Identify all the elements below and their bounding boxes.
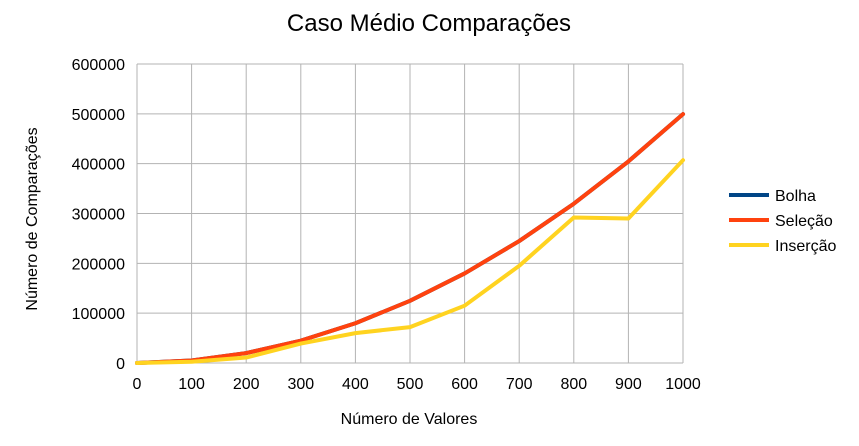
y-tick-label: 600000	[72, 57, 125, 74]
legend-label: Inserção	[775, 238, 836, 255]
chart-title: Caso Médio Comparações	[287, 10, 571, 37]
x-tick-label: 1000	[665, 376, 701, 393]
x-tick-label: 0	[133, 376, 142, 393]
legend: Bolha Seleção Inserção	[729, 188, 836, 255]
legend-item: Seleção	[729, 213, 833, 230]
y-tick-label: 200000	[72, 256, 125, 273]
y-tick-label: 500000	[72, 107, 125, 124]
y-axis-ticks: 0 100000 200000 300000 400000 500000 600000	[72, 57, 125, 373]
y-tick-label: 0	[116, 356, 125, 373]
gridlines	[136, 63, 684, 364]
x-tick-label: 400	[342, 376, 369, 393]
x-axis-label: Número de Valores	[341, 411, 478, 428]
x-tick-label: 700	[506, 376, 533, 393]
y-tick-label: 400000	[72, 157, 125, 174]
legend-label: Seleção	[775, 213, 833, 230]
x-tick-label: 900	[615, 376, 642, 393]
x-tick-label: 300	[287, 376, 314, 393]
legend-label: Bolha	[775, 188, 816, 205]
x-tick-label: 100	[178, 376, 205, 393]
legend-item: Bolha	[729, 188, 816, 205]
x-tick-label: 200	[233, 376, 260, 393]
x-tick-label: 800	[560, 376, 587, 393]
series-lines	[135, 112, 685, 365]
x-tick-label: 500	[397, 376, 424, 393]
y-tick-label: 300000	[72, 207, 125, 224]
series-line-inserção	[135, 158, 685, 365]
y-tick-label: 100000	[72, 306, 125, 323]
legend-item: Inserção	[729, 238, 836, 255]
series-line-seleção	[135, 112, 685, 365]
x-axis-ticks: 0 100 200 300 400 500 600 700 800 900 1000	[133, 376, 701, 393]
x-tick-label: 600	[451, 376, 478, 393]
y-axis-label: Número de Comparações	[24, 127, 41, 310]
